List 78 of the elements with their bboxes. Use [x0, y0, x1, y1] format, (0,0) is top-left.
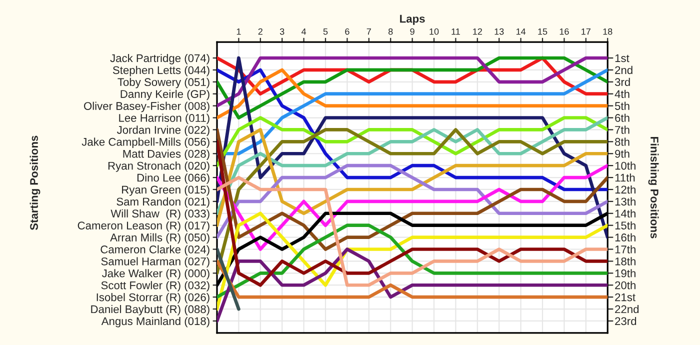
category-label: Isobel Storrar (R) (026): [96, 293, 210, 304]
line-series: [217, 56, 608, 108]
line-series: [217, 116, 608, 168]
y2-tick-label: 5th: [614, 102, 630, 110]
y2-tick-label: 4th: [614, 90, 630, 98]
y2-tick-label: 23rd: [615, 316, 636, 326]
x-tick-label: 7: [366, 28, 371, 35]
x-tick-label: 5: [323, 28, 328, 35]
y2-tick-label: 19th: [615, 269, 636, 278]
x-tick-label: 3: [280, 28, 284, 35]
line-series: [217, 248, 608, 323]
y2-tick-label: 13th: [615, 197, 636, 206]
x-tick-label: 18: [603, 28, 612, 35]
y2-axis-title: Finishing Positions: [648, 137, 659, 238]
line-series: [217, 68, 608, 156]
y2-tick-label: 6th: [615, 114, 630, 122]
y2-tick-label: 1st: [615, 54, 630, 62]
y2-tick-label: 17th: [615, 245, 636, 254]
x-axis-title: Laps: [400, 14, 425, 25]
category-label: Will Shaw (R) (033): [110, 209, 210, 220]
line-series: [217, 128, 608, 251]
line-series: [217, 212, 608, 311]
category-label: Sam Randon (021): [116, 197, 210, 208]
line-series: [217, 128, 608, 228]
x-tick-label: 6: [345, 28, 350, 35]
y2-tick-label: 9th: [615, 150, 630, 158]
y2-tick-label: 11th: [615, 174, 635, 182]
category-label: Dino Lee (066): [137, 174, 210, 184]
x-tick-label: 4: [301, 28, 306, 35]
category-label: Arran Mills (R) (050): [110, 233, 210, 244]
line-series: [217, 56, 608, 120]
y2-tick-label: 15th: [615, 221, 636, 230]
y2-tick-label: 20th: [615, 281, 636, 290]
category-label: Ryan Stronach (020): [108, 162, 210, 172]
category-label: Cameron Leason (R) (017): [78, 221, 210, 232]
x-tick-label: 17: [582, 28, 590, 35]
category-label: Jake Walker (R) (000): [102, 269, 210, 280]
y2-tick-label: 12th: [615, 185, 636, 194]
x-tick-label: 15: [538, 28, 548, 35]
category-label: Oliver Basey-Fisher (008): [84, 102, 210, 112]
y2-tick-label: 10th: [615, 162, 636, 170]
category-label: Jordan Irvine (022): [116, 126, 210, 136]
category-label: Jake Campbell-Mills (056): [82, 138, 210, 148]
y2-tick-label: 8th: [615, 138, 630, 146]
category-label: Toby Sowery (051): [118, 78, 210, 88]
category-label: Daniel Baybutt (R) (088): [91, 304, 210, 316]
y2-tick-label: 16th: [615, 233, 636, 242]
x-tick-label: 9: [410, 28, 414, 35]
x-tick-label: 13: [494, 28, 504, 35]
x-tick-label: 1: [236, 28, 241, 35]
x-tick-label: 10: [430, 28, 439, 35]
category-label: Samuel Harman (027): [101, 257, 210, 268]
category-label: Jack Partridge (074): [110, 54, 210, 64]
line-series: [217, 224, 608, 299]
y2-tick-label: 7th: [615, 126, 630, 134]
category-label: Angus Mainland (018): [101, 316, 210, 328]
category-label: Ryan Green (015): [122, 185, 210, 196]
x-tick-label: 8: [388, 28, 393, 35]
line-series: [217, 176, 608, 287]
category-label: Matt Davies (028): [123, 150, 210, 160]
category-label: Cameron Clarke (024): [100, 245, 210, 256]
y2-tick-label: 3rd: [614, 78, 630, 86]
y2-tick-label: 22nd: [615, 304, 639, 314]
x-tick-label: 11: [452, 28, 460, 35]
y2-tick-label: 21st: [615, 293, 636, 302]
x-tick-label: 12: [473, 28, 482, 35]
y2-tick-label: 2nd: [615, 66, 632, 74]
category-label: Stephen Letts (044): [112, 66, 210, 76]
y2-tick-label: 18th: [615, 257, 636, 266]
text: Starting Positions: [30, 136, 40, 230]
x-tick-label: 14: [516, 28, 526, 35]
line-series: [217, 68, 608, 120]
y2-tick-label: 14th: [615, 209, 636, 218]
category-label: Scott Fowler (R) (032): [101, 281, 210, 292]
x-tick-label: 2: [258, 28, 262, 35]
category-label: Lee Harrison (011): [119, 114, 210, 124]
category-label: Danny Keirle (GP): [120, 90, 210, 100]
x-tick-label: 16: [560, 28, 569, 35]
